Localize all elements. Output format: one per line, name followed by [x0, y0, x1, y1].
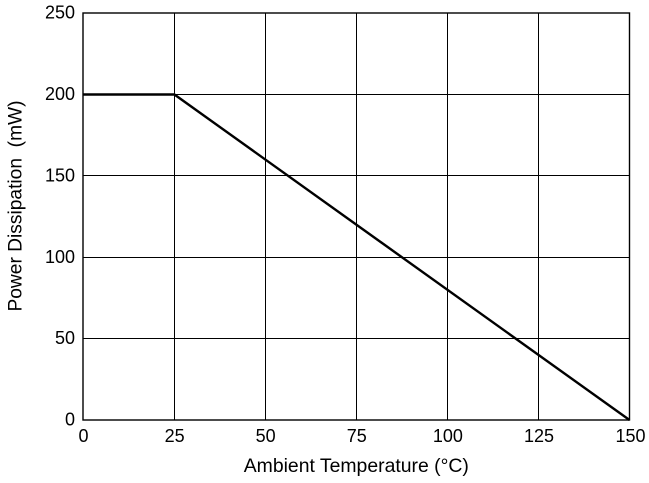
svg-text:25: 25: [165, 426, 185, 446]
svg-text:50: 50: [256, 426, 276, 446]
svg-text:100: 100: [45, 247, 75, 267]
svg-text:150: 150: [615, 426, 645, 446]
svg-text:50: 50: [55, 328, 75, 348]
svg-text:75: 75: [347, 426, 367, 446]
svg-text:0: 0: [78, 426, 88, 446]
svg-text:200: 200: [45, 84, 75, 104]
svg-text:100: 100: [433, 426, 463, 446]
svg-text:0: 0: [65, 410, 75, 430]
svg-text:250: 250: [45, 3, 75, 23]
svg-text:Power Dissipation (mW): Power Dissipation (mW): [6, 100, 27, 311]
svg-text:125: 125: [524, 426, 554, 446]
svg-text:Ambient Temperature (°C): Ambient Temperature (°C): [244, 455, 469, 477]
svg-text:150: 150: [45, 165, 75, 185]
